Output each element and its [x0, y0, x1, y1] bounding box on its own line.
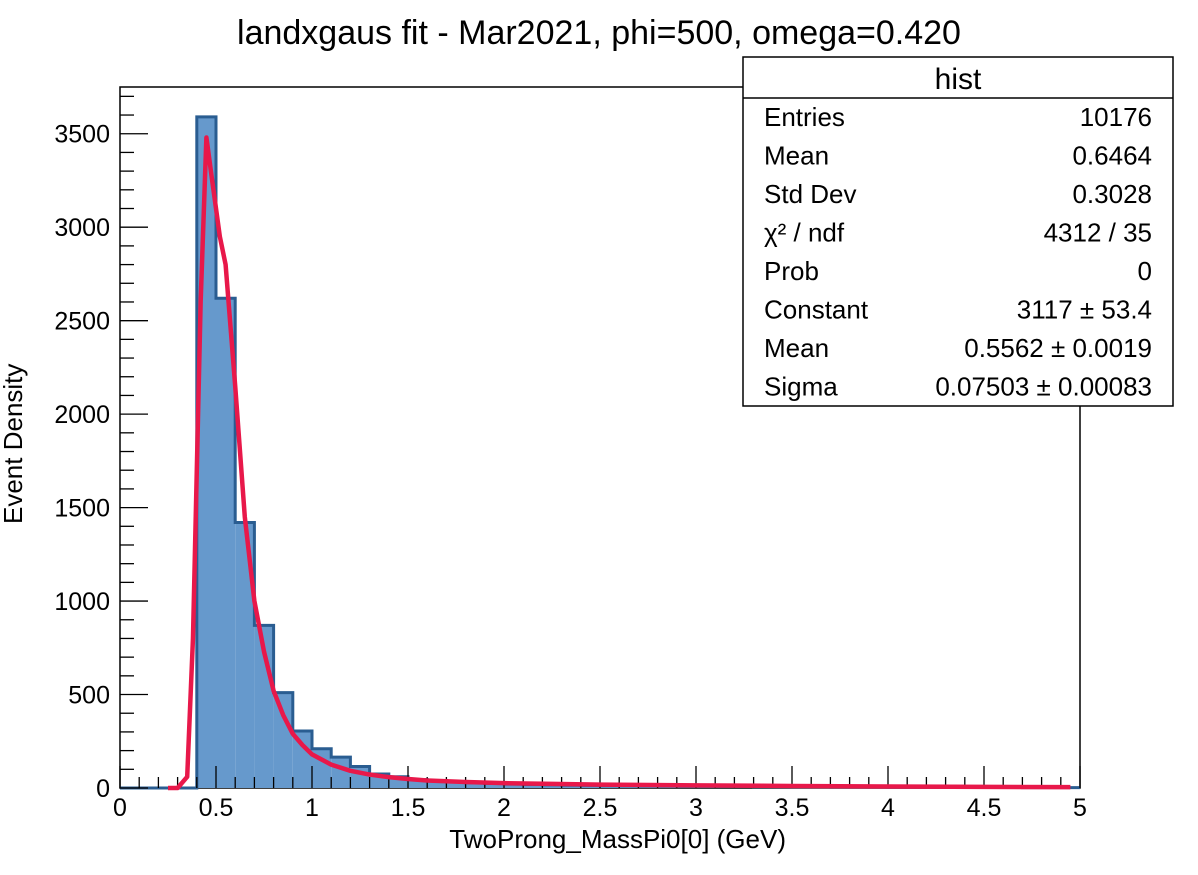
histogram-bar — [216, 298, 236, 788]
stats-row-label: Std Dev — [764, 179, 857, 209]
stats-row-value: 3117 ± 53.4 — [1017, 295, 1152, 325]
histogram-bar — [235, 522, 255, 788]
stats-row-label: χ² / ndf — [764, 218, 845, 248]
stats-row-value: 0 — [1138, 256, 1152, 286]
y-tick-label: 1500 — [54, 495, 110, 523]
stats-row-label: Sigma — [764, 372, 838, 402]
histogram-bar — [484, 783, 504, 788]
y-tick-label: 2500 — [54, 308, 110, 336]
x-tick-label: 5 — [1073, 794, 1087, 822]
x-tick-label: 4.5 — [967, 794, 1002, 822]
chart-title: landxgaus fit - Mar2021, phi=500, omega=… — [237, 14, 961, 52]
histogram-bar — [331, 757, 351, 788]
histogram-bar — [196, 116, 216, 789]
y-axis: 0 500 1000 1500 2000 2500 3000 3500 — [54, 95, 148, 803]
stats-row-label: Constant — [764, 295, 869, 325]
stats-row-value: 4312 / 35 — [1044, 218, 1152, 248]
stats-row-label: Prob — [764, 256, 819, 286]
stats-row-label: Entries — [764, 102, 845, 132]
y-tick-label: 500 — [68, 682, 110, 710]
y-tick-label: 1000 — [54, 588, 110, 616]
x-tick-label: 2.5 — [583, 794, 618, 822]
x-tick-label: 1 — [305, 794, 319, 822]
stats-row-label: Mean — [764, 333, 829, 363]
stats-row-value: 0.07503 ± 0.00083 — [935, 372, 1152, 402]
x-axis: 0 0.5 1 1.5 2 2.5 3 3.5 4 4.5 5 — [113, 766, 1087, 822]
histogram-bar — [465, 782, 485, 788]
x-tick-label: 2 — [497, 794, 511, 822]
y-axis-label: Event Density — [0, 364, 28, 524]
x-tick-label: 0 — [113, 794, 127, 822]
y-tick-label: 0 — [96, 775, 110, 803]
stats-rows: Entries 10176 Mean 0.6464 Std Dev 0.3028 χ² / … — [764, 102, 1152, 402]
stats-row-value: 0.5562 ± 0.0019 — [964, 333, 1152, 363]
histogram-bar — [446, 782, 466, 788]
histogram-bar — [388, 776, 408, 788]
y-tick-label: 3500 — [54, 121, 110, 149]
x-tick-label: 3 — [689, 794, 703, 822]
stats-row-value: 0.3028 — [1072, 179, 1152, 209]
x-tick-label: 3.5 — [775, 794, 810, 822]
fit-curve — [168, 135, 1071, 791]
histogram-bar — [292, 730, 312, 788]
histogram-bar — [408, 779, 428, 788]
histogram-bar — [504, 784, 524, 788]
stats-box-frame — [742, 56, 1174, 407]
y-tick-label: 3000 — [54, 214, 110, 242]
stats-box-title: hist — [935, 63, 982, 96]
stats-row-value: 10176 — [1080, 102, 1152, 132]
histogram-bar — [523, 784, 543, 788]
stats-row-label: Mean — [764, 141, 829, 171]
histogram-bar — [273, 692, 293, 788]
x-axis-label: TwoProng_MassPi0[0] (GeV) — [449, 824, 786, 854]
y-tick-label: 2000 — [54, 401, 110, 429]
histogram-bar — [427, 780, 447, 788]
stats-box: hist Entries 10176 Mean 0.6464 Std Dev 0.3028… — [742, 56, 1174, 407]
histogram-bar — [542, 784, 562, 788]
stats-row-value: 0.6464 — [1072, 141, 1152, 171]
x-tick-label: 0.5 — [199, 794, 234, 822]
x-tick-label: 4 — [881, 794, 895, 822]
x-tick-label: 1.5 — [391, 794, 426, 822]
